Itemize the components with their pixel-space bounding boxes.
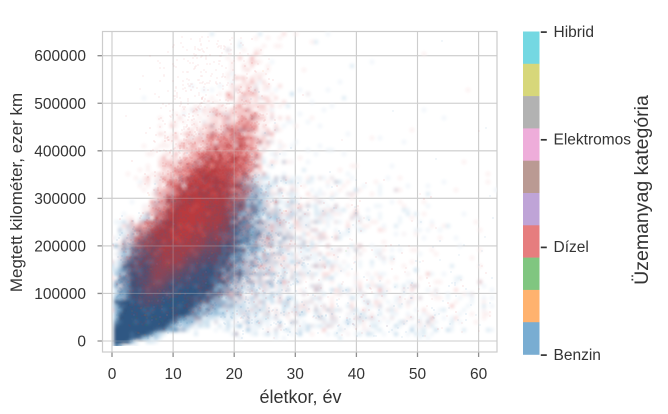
svg-text:Benzin: Benzin bbox=[554, 347, 601, 364]
svg-text:100000: 100000 bbox=[34, 286, 86, 303]
svg-text:Elektromos: Elektromos bbox=[554, 132, 632, 149]
svg-text:10: 10 bbox=[164, 366, 182, 383]
svg-text:30: 30 bbox=[287, 366, 305, 383]
svg-text:50: 50 bbox=[409, 366, 427, 383]
svg-text:Hibrid: Hibrid bbox=[554, 24, 594, 41]
svg-text:Megtett kilométer, ezer km: Megtett kilométer, ezer km bbox=[7, 93, 26, 292]
svg-text:Dízel: Dízel bbox=[554, 239, 589, 256]
svg-text:500000: 500000 bbox=[34, 96, 86, 113]
svg-text:0: 0 bbox=[108, 366, 117, 383]
svg-text:Üzemanyag kategória: Üzemanyag kategória bbox=[631, 95, 653, 285]
svg-text:400000: 400000 bbox=[34, 143, 86, 160]
svg-text:életkor, év: életkor, év bbox=[259, 387, 341, 407]
svg-text:200000: 200000 bbox=[34, 238, 86, 255]
svg-text:600000: 600000 bbox=[34, 48, 86, 65]
svg-text:20: 20 bbox=[226, 366, 244, 383]
svg-text:300000: 300000 bbox=[34, 191, 86, 208]
svg-text:40: 40 bbox=[348, 366, 366, 383]
svg-text:0: 0 bbox=[77, 334, 86, 351]
svg-text:60: 60 bbox=[470, 366, 488, 383]
